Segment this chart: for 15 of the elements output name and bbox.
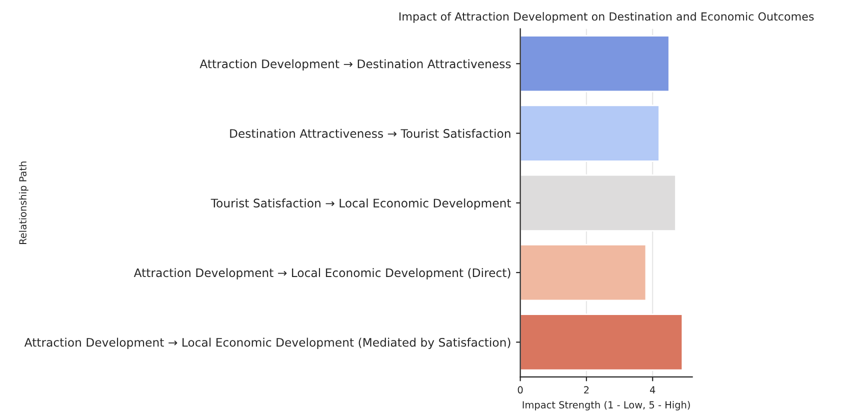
- bar: [520, 104, 660, 162]
- x-tick-label: 4: [650, 386, 656, 394]
- y-tick-label: Tourist Satisfaction → Local Economic Development: [210, 198, 511, 210]
- y-tick-label: Attraction Development → Local Economic Development (Mediated by Satisfaction): [24, 338, 510, 350]
- bar: [520, 314, 684, 371]
- chart-title: Impact of Attraction Development on Destination and Economic Outcomes: [399, 12, 814, 23]
- y-axis-title: Relationship Path: [18, 162, 28, 244]
- bar: [520, 244, 647, 302]
- bar: [520, 35, 670, 92]
- x-tick-label: 0: [518, 386, 523, 394]
- y-tick-label: Attraction Development → Local Economic Development (Direct): [134, 268, 510, 280]
- x-axis-title: Impact Strength (1 - Low, 5 - High): [522, 400, 690, 410]
- x-tick-label: 2: [584, 386, 589, 394]
- y-tick-label: Attraction Development → Destination Attractiveness: [200, 59, 511, 71]
- y-tick-label: Destination Attractiveness → Tourist Satisfaction: [230, 128, 510, 138]
